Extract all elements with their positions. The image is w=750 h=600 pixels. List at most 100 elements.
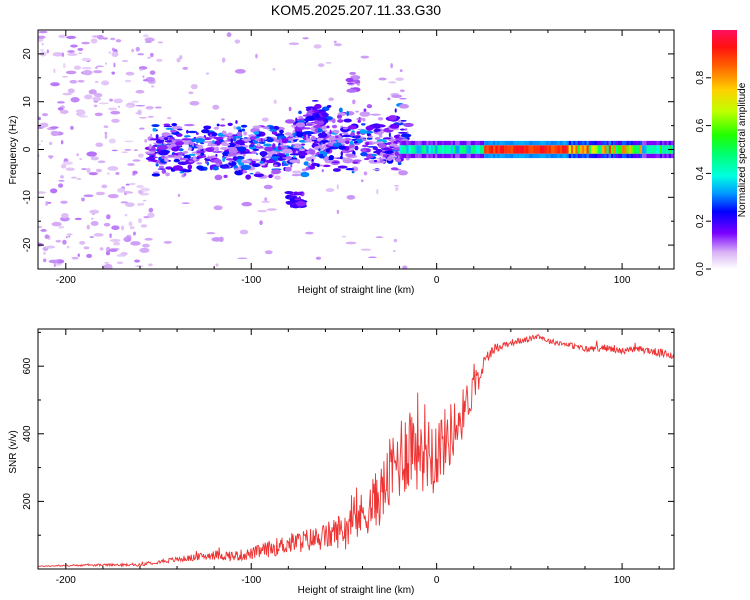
spectrogram-cell-tone bbox=[470, 145, 474, 154]
spectrogram-cell-noise bbox=[341, 235, 347, 238]
spectrogram-cell-tone bbox=[668, 140, 672, 146]
spectrogram-cell-echo bbox=[306, 123, 313, 126]
spectrogram-cell-tone bbox=[493, 153, 496, 159]
spectrogram-cell-tone bbox=[613, 140, 616, 146]
spectrogram-cell-tone bbox=[412, 153, 416, 159]
y-tick-label: 20 bbox=[22, 48, 33, 60]
spectrogram-cell-echo bbox=[291, 124, 297, 128]
spectrogram-cell-tone bbox=[475, 140, 478, 146]
spectrogram-cell-tone bbox=[406, 145, 409, 154]
spectrogram-cell-tone bbox=[562, 140, 565, 146]
spectrogram-cell-tone bbox=[539, 153, 543, 159]
snr-series-line bbox=[38, 333, 674, 568]
spectrogram-cell-echo bbox=[343, 118, 352, 123]
spectrogram-cell-echo bbox=[207, 131, 218, 137]
spectrogram-cell-echo bbox=[302, 131, 314, 135]
x-tick-label: -100 bbox=[241, 275, 261, 286]
spectrogram-cell-tone bbox=[493, 145, 496, 154]
spectrogram-cell-echo bbox=[338, 145, 347, 150]
spectrogram-cell-noise bbox=[97, 160, 106, 164]
colorbar-gradient bbox=[712, 30, 737, 269]
spectrogram-cell-echo bbox=[398, 170, 408, 176]
spectrogram-cell-tone bbox=[630, 145, 634, 154]
spectrogram-cell-echo bbox=[342, 127, 348, 130]
spectrogram-cell-echo bbox=[314, 119, 325, 125]
spectrogram-cell-tone bbox=[515, 140, 518, 146]
spectrogram-cell-noise bbox=[135, 265, 144, 267]
spectrogram-cell-echo bbox=[317, 132, 328, 138]
spectrogram-cell-tone bbox=[486, 140, 489, 146]
spectrogram-cell-echo bbox=[316, 163, 320, 168]
spectrogram-cell-tone bbox=[432, 145, 436, 154]
spectrogram-cell-tone bbox=[666, 145, 669, 154]
spectrogram-cell-tone bbox=[642, 140, 645, 146]
spectrogram-cell-tone bbox=[401, 140, 405, 146]
spectrogram-cell-echo bbox=[189, 140, 193, 146]
spectrogram-cell-echo bbox=[345, 77, 354, 83]
spectrogram-cell-noise bbox=[315, 256, 322, 260]
spectrogram-cell-tone bbox=[450, 140, 454, 146]
spectrogram-cell-echo bbox=[391, 94, 403, 98]
spectrogram-cell-echo bbox=[354, 135, 358, 138]
spectrogram-cell-tone bbox=[506, 145, 509, 154]
spectrogram-cell-noise bbox=[50, 188, 58, 194]
spectrogram-cell-tone bbox=[564, 145, 567, 154]
spectrogram-cell-noise bbox=[336, 209, 340, 215]
spectrogram-cell-echo bbox=[213, 158, 222, 164]
spectrogram-cell-tone bbox=[595, 153, 598, 159]
spectrogram-cell-noise bbox=[103, 125, 109, 129]
spectrogram-cell-noise bbox=[139, 68, 143, 71]
spectrogram-cell-tone bbox=[428, 145, 431, 154]
spectrogram-cell-noise bbox=[91, 217, 94, 220]
x-tick-label: 0 bbox=[434, 575, 440, 586]
spectrogram-cell-echo bbox=[268, 174, 273, 179]
spectrogram-cell-noise bbox=[115, 39, 122, 43]
spectrogram-cell-echo bbox=[366, 146, 377, 148]
colorbar-tick-label: 0.8 bbox=[695, 70, 706, 84]
colorbar-tick-label: 0.0 bbox=[695, 262, 706, 276]
spectrogram-cell-echo bbox=[281, 148, 293, 154]
spectrogram-cell-noise bbox=[124, 202, 135, 207]
spectrogram-cell-echo bbox=[219, 147, 229, 150]
spectrogram-cell-noise bbox=[40, 229, 47, 232]
spectrogram-cell-echo bbox=[252, 163, 261, 168]
snr-frame bbox=[37, 328, 675, 570]
spectrogram-cell-echo bbox=[341, 132, 349, 135]
spectrogram-cell-tone bbox=[466, 153, 469, 159]
spectrogram-cell-tone bbox=[428, 140, 431, 146]
spectrogram-cell-tone bbox=[606, 145, 609, 154]
spectrogram-cell-noise bbox=[55, 239, 62, 243]
spectrogram-cell-noise bbox=[233, 125, 237, 130]
spectrogram-cell-echo bbox=[322, 164, 331, 168]
spectrogram-cell-tone bbox=[504, 153, 507, 159]
spectrogram-cell-tone bbox=[539, 140, 543, 146]
spectrogram-cell-noise bbox=[83, 246, 90, 250]
spectrogram-cell-tone bbox=[410, 145, 414, 154]
spectrogram-cell-noise bbox=[375, 236, 384, 239]
spectrogram-cell-tone bbox=[441, 140, 445, 146]
spectrogram-cell-tone bbox=[501, 145, 505, 154]
spectrogram-cell-echo bbox=[369, 161, 380, 164]
spectrogram-cell-noise bbox=[263, 184, 273, 190]
spectrogram-cell-tone bbox=[573, 153, 576, 159]
spectrogram-cell-noise bbox=[44, 234, 50, 239]
spectrogram-cell-echo bbox=[300, 127, 312, 130]
spectrogram-cell-tone bbox=[513, 140, 516, 146]
spectrogram-cell-echo bbox=[284, 166, 292, 172]
spectrogram-cell-echo bbox=[183, 172, 187, 177]
spectrogram-cell-noise bbox=[135, 46, 140, 52]
spectrogram-cell-tone bbox=[646, 153, 649, 159]
spectrogram-cell-tone bbox=[664, 153, 667, 159]
spectrogram-cell-tone bbox=[510, 153, 514, 159]
spectrogram-cell-tone bbox=[662, 140, 665, 146]
spectrogram-cell-tone bbox=[668, 153, 672, 159]
spectrogram-cell-tone bbox=[506, 140, 509, 146]
spectrogram-cell-tone bbox=[493, 140, 496, 146]
spectrogram-cell-echo bbox=[252, 148, 260, 151]
spectrogram-cell-tone bbox=[639, 140, 643, 146]
spectrogram-cell-noise bbox=[148, 79, 154, 82]
spectrogram-cell-echo bbox=[161, 132, 171, 137]
spectrogram-cell-echo bbox=[256, 142, 261, 147]
spectrogram-cell-noise bbox=[81, 66, 92, 70]
spectrogram-cell-echo bbox=[155, 163, 159, 167]
